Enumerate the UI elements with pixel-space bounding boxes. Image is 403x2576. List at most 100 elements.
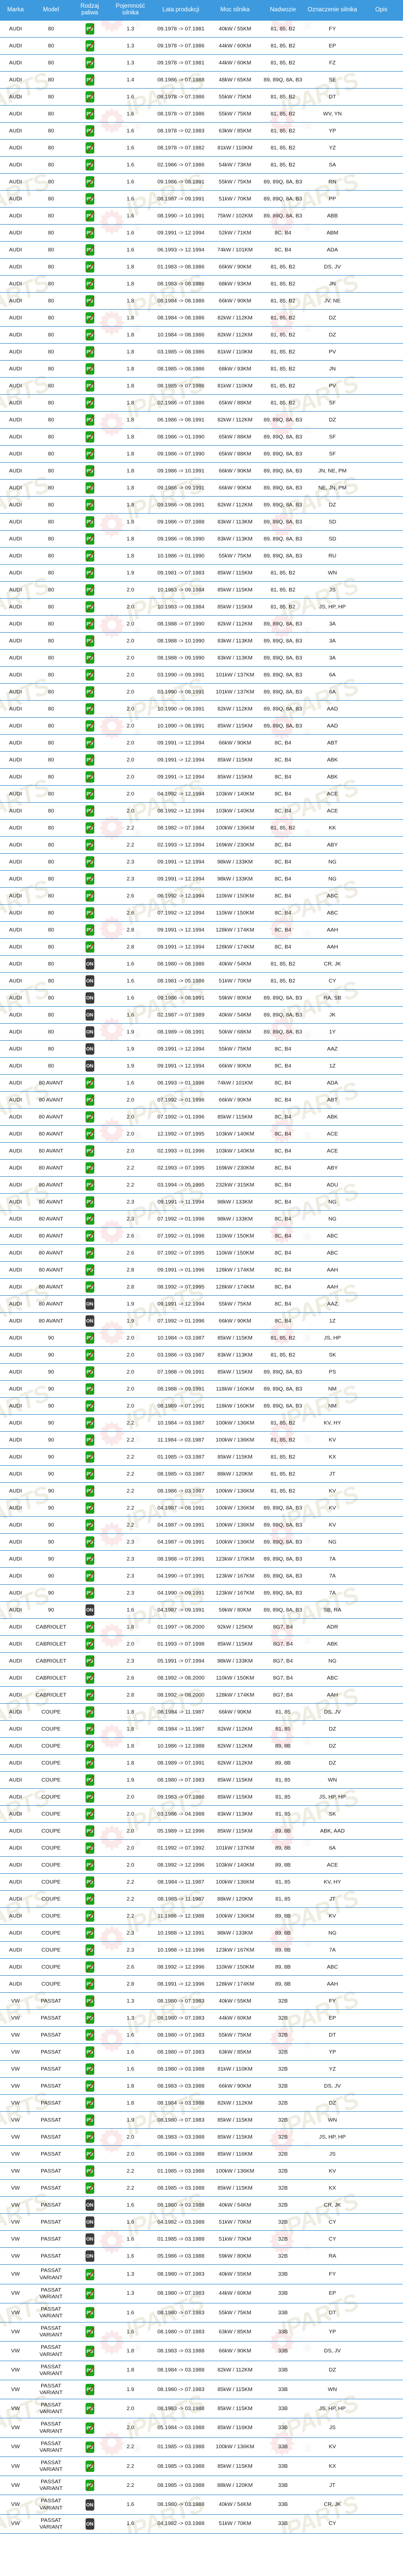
table-row[interactable]: AUDI 80 ON 1.6 02.1987 -> 07.1989 40kW / 54KM… (0, 1006, 403, 1024)
table-row[interactable]: AUDI 80 AVANT ON 1.9 09.1991 -> 12.1994 55kW … (0, 1295, 403, 1313)
table-row[interactable]: AUDI 80 ON 1.9 09.1991 -> 12.1994 55kW / 75KM… (0, 1040, 403, 1058)
column-header-marka[interactable]: Marka (0, 0, 31, 21)
table-row[interactable]: AUDICABRIOLETPB2.808.1992 -> 08.2000128k… (0, 1686, 403, 1704)
table-row[interactable]: VW PASSAT ON 1.6 01.1985 -> 03.1988 51kW / 70… (0, 2230, 403, 2248)
table-row[interactable]: VWPASSATVARIANTPB2.201.1985 -> 03.198810… (0, 2437, 403, 2457)
table-row[interactable]: AUDI 80 ON 1.6 09.1986 -> 08.1991 59kW / 80KM… (0, 989, 403, 1007)
column-header-nadwozie[interactable]: Nadwozie (261, 0, 305, 21)
column-header-lata-produkcji[interactable]: Lata produkcji (153, 0, 209, 21)
table-row[interactable]: VWPASSATVARIANTPB1.608.1980 -> 07.198355… (0, 2302, 403, 2323)
table-row[interactable]: VW PASSAT ON 1.6 08.1980 -> 03.1988 40kW / 54… (0, 2196, 403, 2214)
table-row[interactable]: AUDICABRIOLETPB1.801.1997 -> 08.200092kW… (0, 1618, 403, 1636)
table-row[interactable]: VW PASSAT VARIANT ON 1.6 04.1982 -> 03.1988 51… (0, 2514, 403, 2534)
column-header-pojemnosc-silnika[interactable]: Pojemność silnika (108, 0, 153, 21)
table-row[interactable]: AUDI 90 ON 1.6 04.1987 -> 09.1991 59kW / 80KM… (0, 1601, 403, 1619)
table-row[interactable]: VWPASSATVARIANTPB2.208.1985 -> 03.198888… (0, 2476, 403, 2496)
column-header-oznaczenie-silnika[interactable]: Oznaczenie silnika (305, 0, 360, 21)
table-row[interactable]: VWPASSATVARIANTPB1.308.1980 -> 07.198344… (0, 2283, 403, 2303)
table-row[interactable]: AUDICABRIOLETPB2.305.1991 -> 07.199498kW… (0, 1652, 403, 1670)
table-row[interactable]: AUDICABRIOLETPB2.001.1993 -> 07.199885kW… (0, 1635, 403, 1653)
